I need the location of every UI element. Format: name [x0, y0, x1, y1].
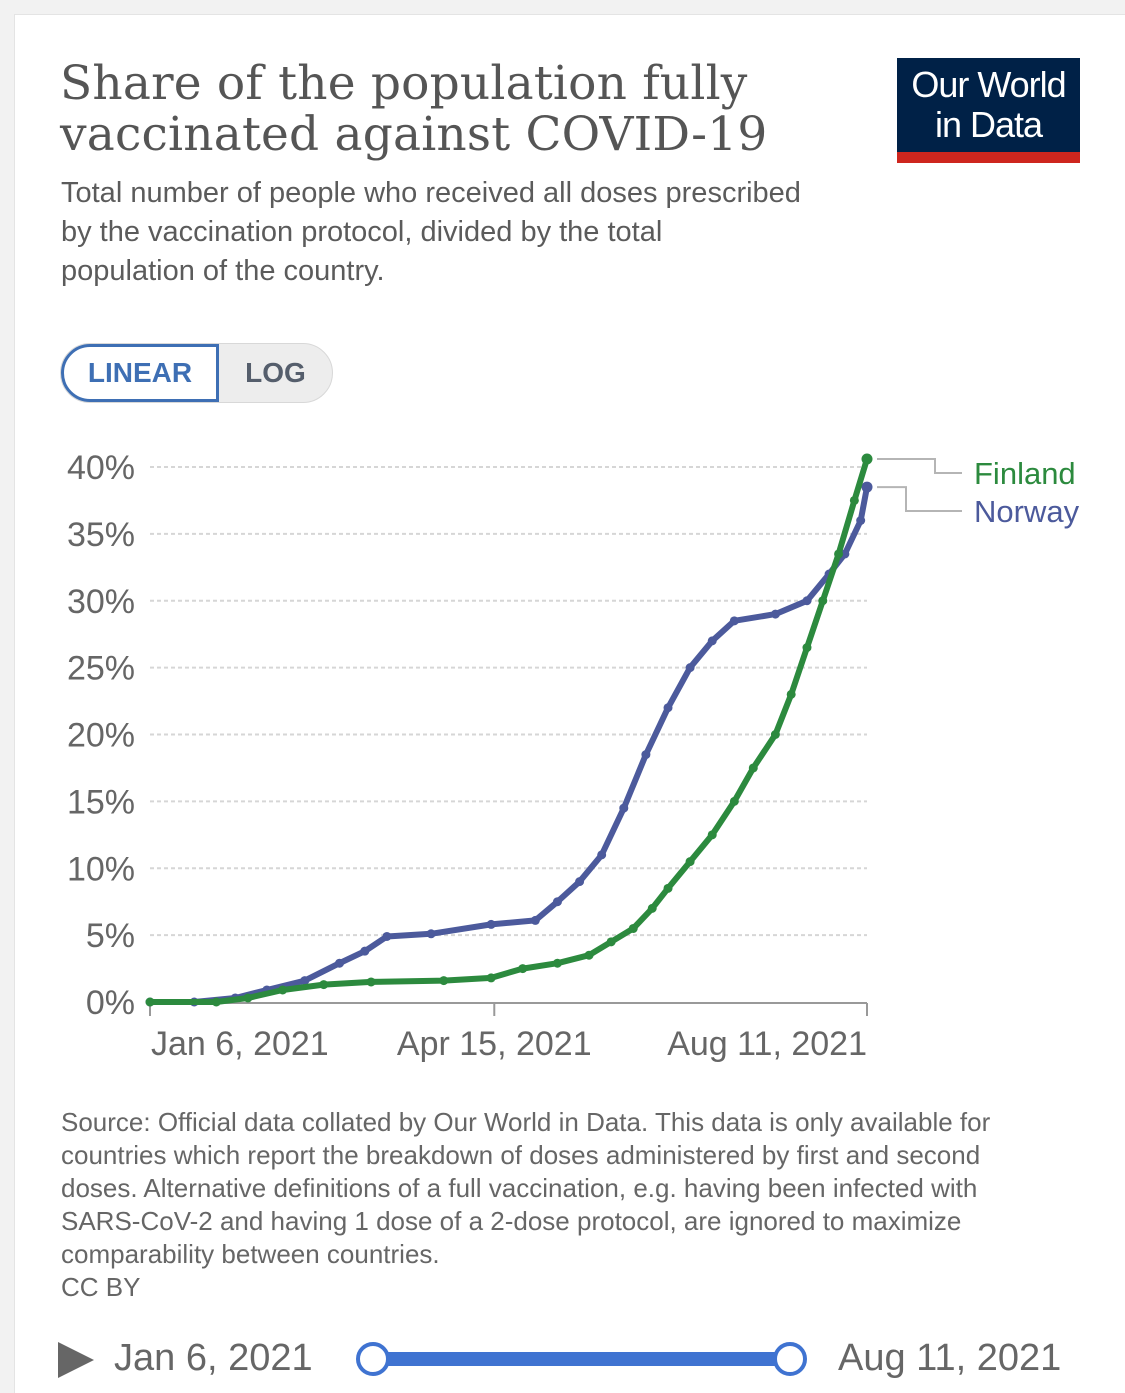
data-point-norway	[641, 750, 651, 760]
data-point-norway	[856, 516, 866, 525]
linear-scale-button[interactable]: LINEAR	[61, 344, 219, 402]
data-point-finland	[584, 950, 594, 960]
y-tick-label-5: 5%	[86, 917, 135, 955]
data-point-norway	[382, 931, 392, 941]
data-point-finland	[685, 857, 695, 867]
data-point-finland	[729, 796, 739, 806]
timeline-track[interactable]	[372, 1352, 790, 1366]
data-point-finland	[834, 549, 844, 559]
chart-card	[14, 14, 1125, 1393]
data-point-finland	[552, 958, 562, 968]
data-point-norway	[486, 919, 496, 929]
logo-line-2: in Data	[934, 104, 1043, 145]
data-point-norway	[552, 897, 562, 907]
play-icon[interactable]	[58, 1342, 94, 1378]
y-tick-label-10: 10%	[67, 850, 135, 888]
end-point-finland	[861, 453, 873, 465]
source-text: Source: Official data collated by Our Wo…	[61, 1107, 991, 1269]
data-point-finland	[518, 964, 528, 974]
data-point-norway	[685, 663, 695, 673]
legend-connector-norway	[877, 486, 962, 512]
data-point-finland	[770, 730, 780, 739]
data-point-norway	[770, 609, 780, 619]
timeline-end-date: Aug 11, 2021	[838, 1337, 1062, 1379]
data-point-finland	[278, 985, 288, 995]
data-point-norway	[619, 803, 629, 813]
data-point-norway	[530, 915, 540, 925]
data-point-finland	[243, 993, 253, 1003]
series-line-finland	[147, 456, 870, 1005]
legend-connector-finland	[877, 457, 962, 474]
data-point-norway	[729, 616, 739, 626]
data-point-norway	[802, 596, 812, 606]
scale-toggle: LINEAR LOG	[60, 343, 333, 403]
y-tick-label-30: 30%	[67, 583, 135, 621]
logo-accent-bar	[897, 152, 1080, 163]
y-tick-label-25: 25%	[67, 650, 135, 688]
data-point-finland	[818, 596, 828, 606]
data-point-finland	[786, 689, 796, 699]
timeline-start-handle[interactable]	[356, 1342, 390, 1376]
log-scale-button[interactable]: LOG	[245, 357, 306, 388]
y-tick-label-0: 0%	[86, 984, 135, 1022]
data-point-finland	[707, 830, 717, 840]
source-note: Source: Official data collated by Our Wo…	[61, 1106, 1041, 1304]
data-point-norway	[663, 703, 673, 713]
data-point-norway	[597, 850, 607, 860]
y-tick-label-40: 40%	[67, 449, 135, 487]
end-point-norway	[861, 481, 873, 493]
data-point-finland	[366, 977, 376, 987]
y-tick-label-35: 35%	[67, 516, 135, 554]
timeline-start-date: Jan 6, 2021	[114, 1337, 313, 1379]
x-tick-label-0: Jan 6, 2021	[151, 1025, 329, 1063]
license-link[interactable]: CC BY	[61, 1272, 141, 1302]
data-point-finland	[319, 980, 329, 990]
data-point-finland	[748, 763, 758, 773]
legend-label-finland: Finland	[974, 456, 1076, 491]
legend-label-norway: Norway	[974, 494, 1080, 529]
data-point-finland	[606, 937, 616, 947]
owid-logo[interactable]: Our World in Data	[897, 58, 1080, 163]
data-point-finland	[802, 643, 812, 653]
logo-line-1: Our World	[911, 64, 1066, 105]
chart-title: Share of the population fully vaccinated…	[60, 56, 768, 162]
data-point-finland	[663, 883, 673, 893]
data-point-finland	[849, 495, 859, 505]
data-point-finland	[647, 903, 657, 913]
series-line-norway	[147, 484, 870, 1005]
data-point-norway	[426, 929, 436, 939]
x-tick-label-1: Apr 15, 2021	[397, 1025, 592, 1063]
timeline-controls: Jan 6, 2021 Aug 11, 2021	[0, 1320, 1125, 1392]
y-tick-label-20: 20%	[67, 717, 135, 755]
timeline-end-handle[interactable]	[773, 1342, 807, 1376]
data-point-norway	[335, 958, 345, 968]
logo-text: Our World in Data	[897, 65, 1080, 145]
data-point-finland	[211, 997, 221, 1007]
chart-subtitle: Total number of people who received all …	[61, 177, 801, 287]
data-point-finland	[628, 923, 638, 933]
x-tick-label-2: Aug 11, 2021	[667, 1025, 867, 1063]
data-point-norway	[840, 549, 850, 559]
data-point-finland	[145, 997, 155, 1007]
data-point-norway	[360, 946, 370, 956]
data-point-norway	[707, 636, 717, 646]
data-point-finland	[486, 973, 496, 983]
data-point-finland	[439, 976, 449, 986]
data-point-norway	[300, 976, 310, 986]
data-point-norway	[575, 877, 585, 887]
y-tick-label-15: 15%	[67, 783, 135, 821]
line-chart: 0% 5% 10% 15% 20% 25% 30% 35% 40% Jan 6, 2021 Apr …	[67, 449, 1080, 1063]
